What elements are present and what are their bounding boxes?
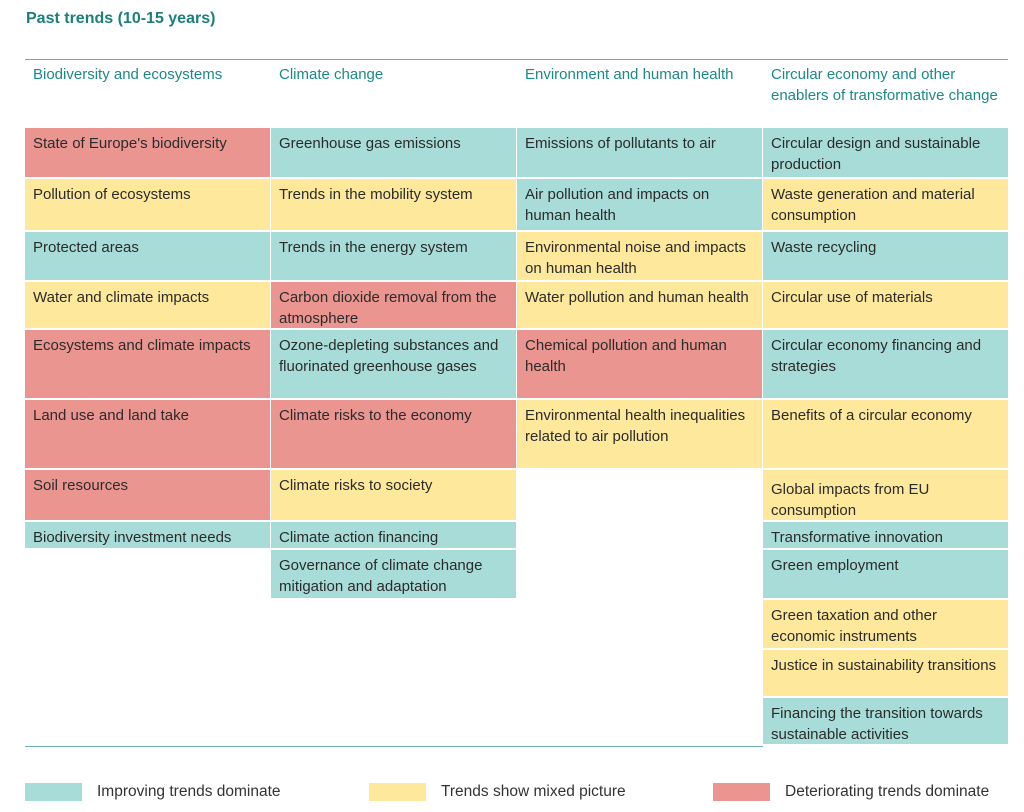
table-top-divider [25,59,1008,60]
indicator-cell: Climate action financing [271,522,516,548]
indicator-cell: Benefits of a circular economy [763,400,1008,468]
indicator-cell: Waste generation and material consumptio… [763,179,1008,230]
indicator-cell: Climate risks to society [271,470,516,520]
indicator-cell: Financing the transition towards sustain… [763,698,1008,744]
column-header: Climate change [279,66,384,83]
indicator-cell: Circular design and sustainable producti… [763,128,1008,177]
indicator-cell: Transformative innovation [763,522,1008,548]
indicator-cell: Trends in the mobility system [271,179,516,230]
indicator-cell: Carbon dioxide removal from the atmosphe… [271,282,516,328]
column-header: Circular economy and other enablers of t… [771,66,998,104]
page-title: Past trends (10-15 years) [26,10,216,27]
indicator-cell: Water and climate impacts [25,282,270,328]
indicator-cell: Biodiversity investment needs [25,522,270,548]
indicator-cell: Pollution of ecosystems [25,179,270,230]
indicator-cell: Water pollution and human health [517,282,762,328]
indicator-cell: Chemical pollution and human health [517,330,762,398]
indicator-cell: Circular use of materials [763,282,1008,328]
indicator-cell: Green employment [763,550,1008,598]
indicator-cell: Greenhouse gas emissions [271,128,516,177]
indicator-cell: Soil resources [25,470,270,520]
column-header: Environment and human health [525,66,734,83]
indicator-cell: Circular economy financing and strategie… [763,330,1008,398]
table-bottom-divider [25,746,763,747]
indicator-cell: Justice in sustainability transitions [763,650,1008,696]
legend-label: Improving trends dominate [97,783,281,800]
legend-label: Deteriorating trends dominate [785,783,990,800]
legend-swatch [25,783,82,801]
indicator-cell: Environmental health inequalities relate… [517,400,762,468]
indicator-cell: Governance of climate change mitigation … [271,550,516,598]
indicator-cell: Global impacts from EU consumption [763,470,1008,520]
indicator-cell: Land use and land take [25,400,270,468]
indicator-cell: Trends in the energy system [271,232,516,280]
indicator-cell: Emissions of pollutants to air [517,128,762,177]
indicator-cell: Green taxation and other economic instru… [763,600,1008,648]
legend-label: Trends show mixed picture [441,783,626,800]
indicator-cell: Ecosystems and climate impacts [25,330,270,398]
indicator-cell: Environmental noise and impacts on human… [517,232,762,280]
indicator-cell: Protected areas [25,232,270,280]
indicator-cell: Ozone-depleting substances and fluorinat… [271,330,516,398]
indicator-cell: State of Europe's biodiversity [25,128,270,177]
legend-swatch [713,783,770,801]
indicator-cell: Climate risks to the economy [271,400,516,468]
indicator-cell: Air pollution and impacts on human healt… [517,179,762,230]
legend-swatch [369,783,426,801]
indicator-cell: Waste recycling [763,232,1008,280]
column-header: Biodiversity and ecosystems [33,66,223,83]
